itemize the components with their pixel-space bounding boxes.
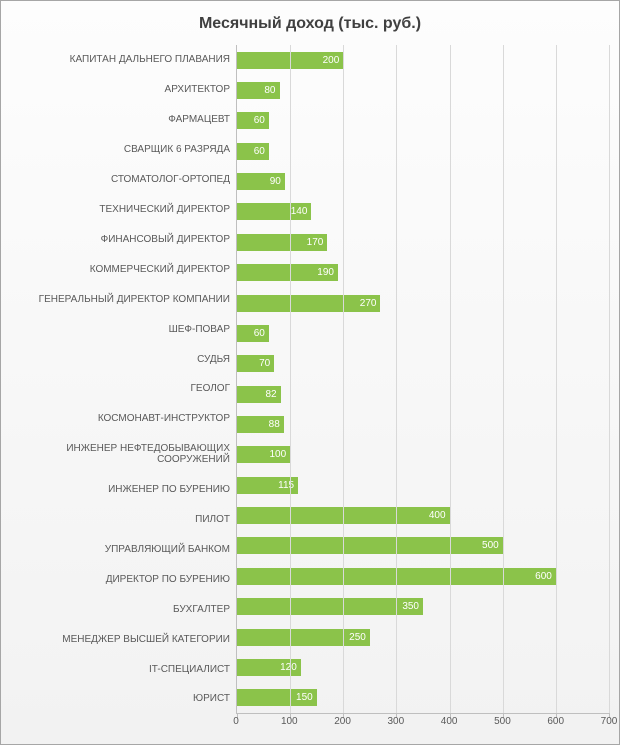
bar: 270 <box>237 295 380 312</box>
bar: 100 <box>237 446 290 463</box>
plot-area: КАПИТАН ДАЛЬНЕГО ПЛАВАНИЯ АРХИТЕКТОР ФАРМА… <box>11 45 609 714</box>
category-label: УПРАВЛЯЮЩИЙ БАНКОМ <box>11 544 236 555</box>
bar-row: 400 <box>237 507 609 524</box>
category-label: КОММЕРЧЕСКИЙ ДИРЕКТОР <box>11 264 236 275</box>
category-label: ФАРМАЦЕВТ <box>11 114 236 125</box>
x-tick-label: 200 <box>334 716 351 727</box>
x-tick-label: 500 <box>494 716 511 727</box>
bar-row: 270 <box>237 295 609 312</box>
bar-row: 80 <box>237 82 609 99</box>
chart-frame: Месячный доход (тыс. руб.) КАПИТАН ДАЛЬН… <box>0 0 620 745</box>
category-label: ИНЖЕНЕР ПО БУРЕНИЮ <box>11 484 236 495</box>
category-label: ДИРЕКТОР ПО БУРЕНИЮ <box>11 574 236 585</box>
x-tick-label: 300 <box>388 716 405 727</box>
category-label: ПИЛОТ <box>11 514 236 525</box>
x-axis: 0100200300400500600700 <box>11 714 609 734</box>
bar-row: 115 <box>237 477 609 494</box>
bar: 80 <box>237 82 280 99</box>
category-label: СТОМАТОЛОГ-ОРТОПЕД <box>11 174 236 185</box>
bar: 190 <box>237 264 338 281</box>
bar-row: 120 <box>237 659 609 676</box>
x-axis-ticks: 0100200300400500600700 <box>236 714 609 734</box>
bar-row: 150 <box>237 689 609 706</box>
gridline <box>343 45 344 713</box>
bar: 115 <box>237 477 298 494</box>
gridline <box>503 45 504 713</box>
bar-row: 140 <box>237 203 609 220</box>
bar-row: 190 <box>237 264 609 281</box>
bar: 140 <box>237 203 311 220</box>
bar-row: 88 <box>237 416 609 433</box>
bar: 60 <box>237 143 269 160</box>
bar-row: 82 <box>237 386 609 403</box>
bar: 250 <box>237 629 370 646</box>
gridline <box>609 45 610 713</box>
bar-row: 100 <box>237 446 609 463</box>
category-label: IT-СПЕЦИАЛИСТ <box>11 664 236 675</box>
x-tick-label: 600 <box>547 716 564 727</box>
category-label: ФИНАНСОВЫЙ ДИРЕКТОР <box>11 234 236 245</box>
bar: 60 <box>237 325 269 342</box>
bar-row: 350 <box>237 598 609 615</box>
bar: 500 <box>237 537 503 554</box>
bar-row: 60 <box>237 325 609 342</box>
bar-row: 600 <box>237 568 609 585</box>
bar: 170 <box>237 234 327 251</box>
bars-area: 200 80 60 60 90 140 170 190 270 60 70 82 88 100 115 400… <box>236 45 609 714</box>
category-label: ЮРИСТ <box>11 693 236 704</box>
gridline <box>290 45 291 713</box>
y-axis-labels: КАПИТАН ДАЛЬНЕГО ПЛАВАНИЯ АРХИТЕКТОР ФАРМА… <box>11 45 236 714</box>
bar: 120 <box>237 659 301 676</box>
category-label: ГЕОЛОГ <box>11 383 236 394</box>
axis-spacer <box>11 714 236 734</box>
bar: 82 <box>237 386 281 403</box>
bar-row: 250 <box>237 629 609 646</box>
bar: 70 <box>237 355 274 372</box>
bar: 350 <box>237 598 423 615</box>
bar-row: 500 <box>237 537 609 554</box>
bar: 60 <box>237 112 269 129</box>
category-label: СУДЬЯ <box>11 354 236 365</box>
category-label: ШЕФ-ПОВАР <box>11 324 236 335</box>
x-tick-label: 0 <box>233 716 239 727</box>
bar: 90 <box>237 173 285 190</box>
bar-row: 90 <box>237 173 609 190</box>
gridline <box>556 45 557 713</box>
category-label: КОСМОНАВТ-ИНСТРУКТОР <box>11 413 236 424</box>
bars-inner: 200 80 60 60 90 140 170 190 270 60 70 82 88 100 115 400… <box>237 45 609 713</box>
category-label: ГЕНЕРАЛЬНЫЙ ДИРЕКТОР КОМПАНИИ <box>11 294 236 305</box>
x-tick-label: 400 <box>441 716 458 727</box>
bar: 150 <box>237 689 317 706</box>
gridline <box>396 45 397 713</box>
bar-row: 170 <box>237 234 609 251</box>
x-tick-label: 700 <box>601 716 618 727</box>
bar: 88 <box>237 416 284 433</box>
plot-wrap: КАПИТАН ДАЛЬНЕГО ПЛАВАНИЯ АРХИТЕКТОР ФАРМА… <box>11 45 609 734</box>
category-label: КАПИТАН ДАЛЬНЕГО ПЛАВАНИЯ <box>11 54 236 65</box>
x-tick-label: 100 <box>281 716 298 727</box>
bar-row: 60 <box>237 112 609 129</box>
bar-row: 200 <box>237 52 609 69</box>
chart-title: Месячный доход (тыс. руб.) <box>11 15 609 33</box>
gridline <box>450 45 451 713</box>
category-label: СВАРЩИК 6 РАЗРЯДА <box>11 144 236 155</box>
bar-row: 60 <box>237 143 609 160</box>
bar-row: 70 <box>237 355 609 372</box>
category-label: АРХИТЕКТОР <box>11 84 236 95</box>
category-label: БУХГАЛТЕР <box>11 604 236 615</box>
category-label: ТЕХНИЧЕСКИЙ ДИРЕКТОР <box>11 204 236 215</box>
category-label: МЕНЕДЖЕР ВЫСШЕЙ КАТЕГОРИИ <box>11 634 236 645</box>
category-label: ИНЖЕНЕР НЕФТЕДОБЫВАЮЩИХ СООРУЖЕНИЙ <box>11 443 236 465</box>
